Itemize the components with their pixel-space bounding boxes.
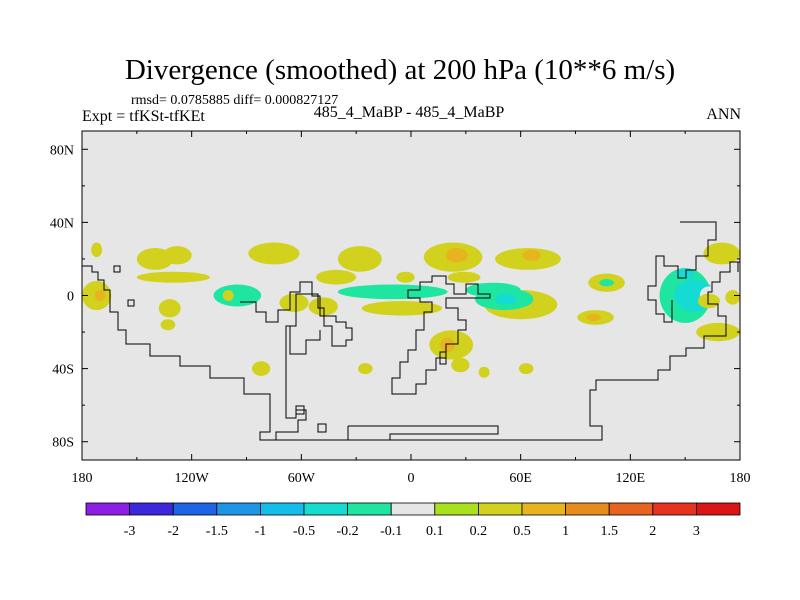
case-label: 485_4_MaBP - 485_4_MaBP [313, 104, 505, 121]
x-axis: 180 120W 60W 0 60E 120E 180 [72, 131, 751, 486]
colorbar-swatch-14 [696, 502, 741, 516]
contour-region-35 [451, 357, 470, 373]
colorbar: -3 -2 -1.5 -1 -0.5 -0.2 -0.1 0.1 0.2 0.5 1 1.5 2 3 [85, 502, 741, 539]
colorbar-label-7: 0.1 [426, 524, 444, 539]
contour-region-11 [315, 269, 357, 285]
contour-region-29 [495, 293, 518, 305]
coastline-asia-australia [272, 261, 740, 441]
y-tick-label-3: 40S [52, 363, 74, 378]
contour-region-1 [162, 246, 192, 265]
colorbar-label-1: -2 [167, 524, 179, 539]
colorbar-swatch-1 [129, 502, 174, 516]
coastline-island-2 [317, 423, 327, 433]
season-label: ANN [706, 106, 741, 123]
colorbar-swatch-13 [652, 502, 697, 516]
colorbar-label-3: -1 [255, 524, 267, 539]
contour-region-22 [160, 319, 176, 331]
contour-region-45 [676, 268, 695, 280]
x-tick-label-6: 180 [730, 471, 751, 486]
colorbar-swatch-11 [565, 502, 610, 516]
colorbar-label-13: 3 [693, 524, 700, 539]
colorbar-label-6: -0.1 [380, 524, 402, 539]
contour-region-10 [136, 271, 210, 283]
contour-region-3 [248, 242, 300, 265]
colorbar-label-9: 0.5 [513, 524, 531, 539]
coastline-madagascar [439, 351, 447, 365]
contour-region-20 [94, 290, 106, 301]
contour-region-37 [251, 361, 271, 376]
x-tick-label-5: 120E [616, 471, 646, 486]
contour-region-23 [222, 290, 234, 301]
x-tick-label-0: 180 [72, 471, 93, 486]
colorbar-swatch-9 [477, 502, 523, 516]
y-tick-label-4: 80S [52, 436, 74, 451]
contour-fill-layer [82, 242, 740, 378]
colorbar-swatch-10 [521, 502, 566, 516]
contour-region-4 [337, 246, 382, 272]
colorbar-swatch-2 [172, 502, 218, 516]
y-axis: 80N 40N 0 40S 80S [50, 143, 740, 451]
coastline-pacific-rim [647, 221, 717, 323]
contour-region-34 [440, 337, 455, 353]
y-tick-label-1: 40N [50, 216, 74, 231]
contour-region-39 [518, 363, 534, 375]
colorbar-swatch-4 [259, 502, 305, 516]
contour-region-44 [725, 290, 740, 305]
contour-region-16 [213, 284, 262, 307]
colorbar-label-10: 1 [562, 524, 569, 539]
colorbar-swatch-5 [303, 502, 348, 516]
colorbar-label-11: 1.5 [600, 524, 618, 539]
colorbar-label-12: 2 [649, 524, 656, 539]
contour-region-15 [599, 279, 614, 287]
contour-region-17 [337, 284, 448, 300]
coastline-antarctic-shelf [347, 425, 499, 441]
contour-region-12 [396, 271, 415, 283]
contour-region-26 [361, 300, 443, 316]
experiment-label: Expt = tfKSt-tfKEt [82, 108, 205, 125]
contour-region-8 [522, 249, 541, 261]
colorbar-label-0: -3 [124, 524, 136, 539]
contour-region-21 [158, 299, 181, 318]
colorbar-label-4: -0.5 [293, 524, 315, 539]
x-tick-label-4: 60E [509, 471, 532, 486]
x-tick-label-1: 120W [175, 471, 210, 486]
y-tick-label-2: 0 [67, 290, 74, 305]
colorbar-swatch-3 [216, 502, 261, 516]
coastline-island-1 [295, 405, 305, 415]
colorbar-swatch-0 [85, 502, 130, 516]
colorbar-label-5: -0.2 [337, 524, 359, 539]
colorbar-label-8: 0.2 [470, 524, 488, 539]
coastline-africa-europe [391, 275, 491, 395]
contour-region-25 [308, 297, 338, 316]
contour-region-24 [279, 293, 309, 312]
contour-region-13 [447, 271, 481, 283]
coastline-south-america-coast [289, 326, 321, 355]
rmsd-diff-stats: rmsd= 0.0785885 diff= 0.000827127 [131, 93, 339, 108]
contour-region-43 [697, 293, 720, 309]
colorbar-swatch-7 [390, 502, 436, 516]
contour-region-9 [703, 242, 740, 265]
coastline-small-island-1 [113, 265, 121, 273]
contour-region-36 [357, 363, 373, 375]
coastline-small-island-2 [127, 299, 135, 307]
chart-title: Divergence (smoothed) at 200 hPa (10**6 … [124, 54, 676, 86]
colorbar-swatch-6 [347, 502, 392, 516]
contour-region-6 [445, 247, 468, 263]
coastline-americas [82, 265, 353, 441]
contour-region-2 [91, 242, 103, 258]
colorbar-swatch-12 [608, 502, 654, 516]
x-tick-label-3: 0 [408, 471, 415, 486]
y-tick-label-0: 80N [50, 143, 74, 158]
contour-region-38 [478, 366, 490, 378]
contour-region-32 [696, 322, 740, 342]
contour-region-31 [586, 313, 602, 322]
colorbar-swatch-8 [434, 502, 479, 516]
x-tick-label-2: 60W [288, 471, 316, 486]
coastline-layer [82, 221, 740, 441]
colorbar-label-2: -1.5 [206, 524, 228, 539]
